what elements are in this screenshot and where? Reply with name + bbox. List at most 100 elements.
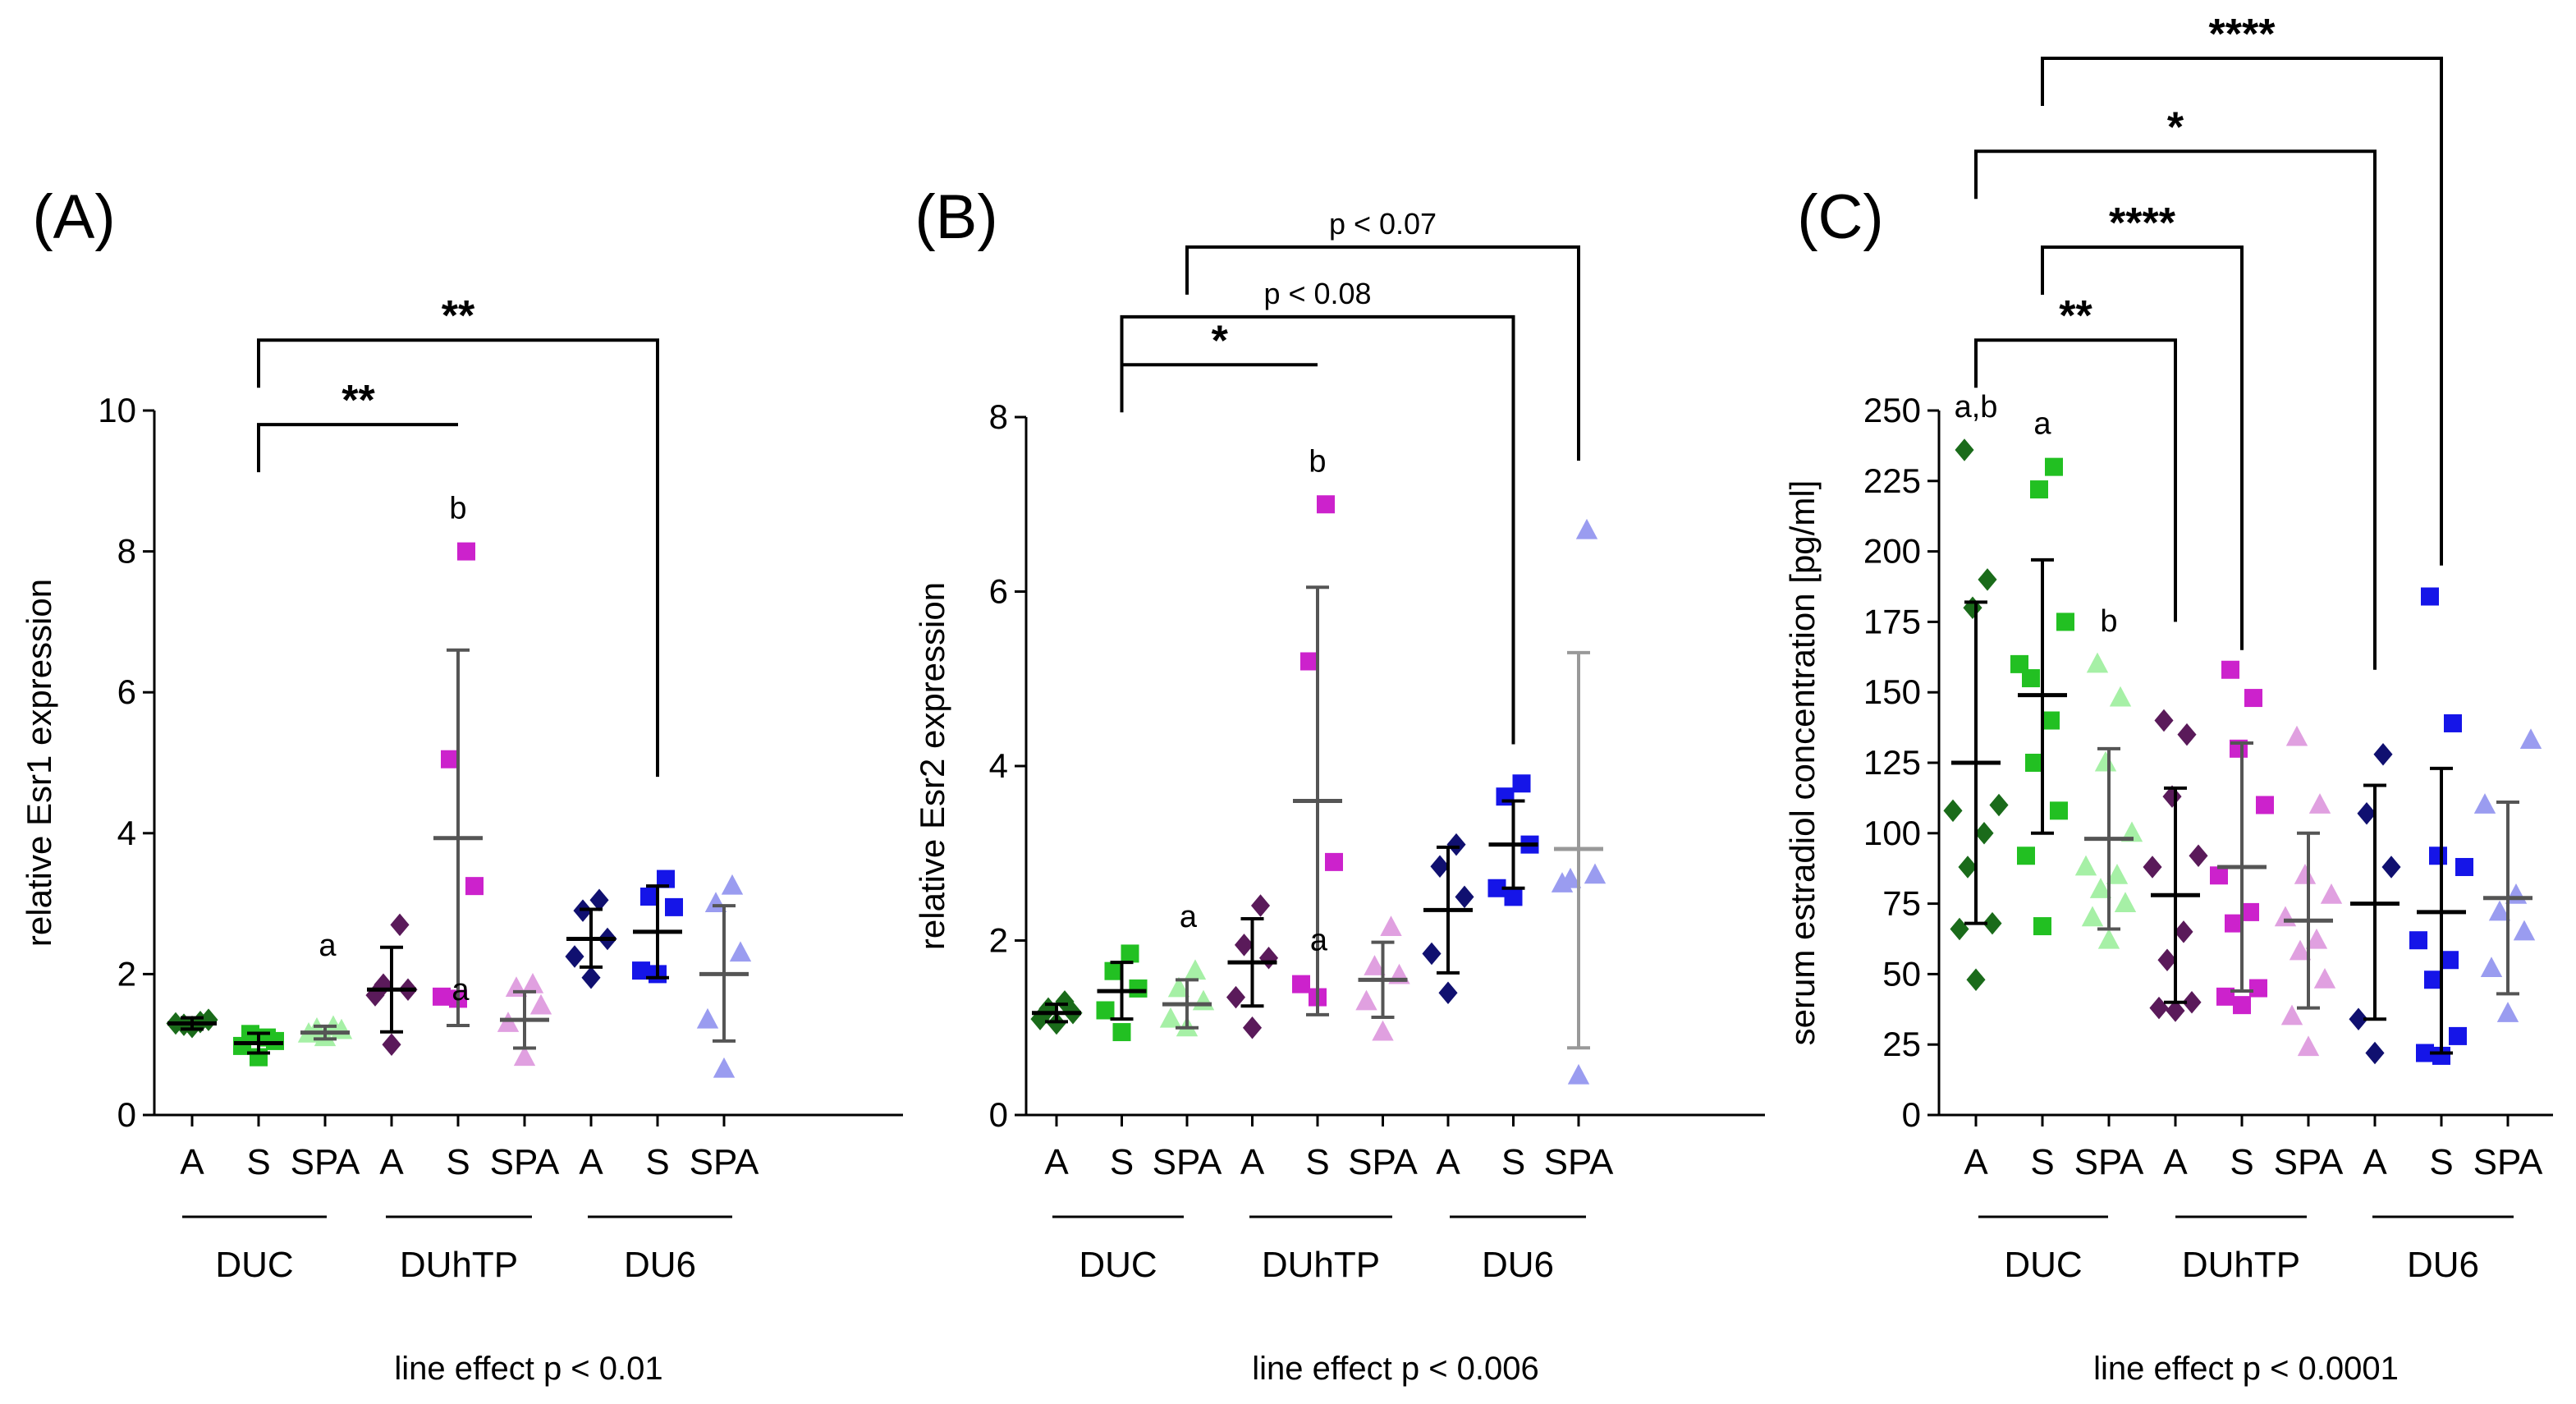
- data-point-2-7-1: [2416, 1044, 2434, 1062]
- data-point-1-7-0: [1504, 888, 1523, 906]
- data-point-2-5-3: [2289, 939, 2312, 961]
- data-point-1-6-4: [1446, 833, 1466, 856]
- sig-letter-0-4: b: [449, 492, 466, 526]
- data-point-1-3-3: [1234, 934, 1254, 957]
- group-label-1-1: DUhTP: [1262, 1245, 1380, 1285]
- y-tick-label-2-0: 0: [1902, 1095, 1921, 1134]
- comparison-label-2-1: ****: [2109, 200, 2176, 247]
- data-point-1-4-3: [1300, 652, 1318, 671]
- data-point-2-1-4: [2042, 711, 2060, 730]
- data-point-2-7-0: [2432, 1046, 2450, 1065]
- y-tick-label-1-1: 2: [989, 921, 1008, 960]
- category-label-2-0: A: [1964, 1142, 1988, 1182]
- data-point-2-1-8: [2045, 457, 2063, 476]
- comparison-label-1-1: p < 0.08: [1263, 277, 1371, 310]
- data-point-0-7-3: [640, 888, 658, 906]
- data-point-1-2-1: [1159, 1007, 1182, 1028]
- data-point-2-0-4: [1974, 822, 1994, 845]
- data-point-0-8-0: [713, 1057, 736, 1078]
- sig-letter-2-2: b: [2100, 604, 2117, 639]
- category-label-1-3: A: [1240, 1142, 1265, 1182]
- data-point-0-5-2: [529, 993, 552, 1015]
- data-point-2-1-0: [2033, 917, 2051, 936]
- data-point-1-6-1: [1422, 942, 1442, 966]
- data-point-0-8-2: [729, 941, 752, 962]
- data-point-2-7-7: [2429, 847, 2447, 865]
- data-point-2-8-0: [2496, 1002, 2519, 1022]
- comparison-label-2-0: **: [2059, 292, 2092, 340]
- data-point-1-8-4: [1575, 518, 1598, 539]
- data-point-1-1-1: [1096, 1001, 1115, 1020]
- data-point-2-6-4: [2373, 742, 2393, 766]
- data-point-2-6-2: [2381, 856, 2401, 879]
- data-point-0-0-2: [199, 1008, 218, 1031]
- y-tick-label-2-1: 25: [1882, 1025, 1921, 1063]
- y-tick-label-2-7: 175: [1863, 602, 1921, 640]
- y-tick-label-1-2: 4: [989, 746, 1008, 785]
- data-point-1-4-2: [1325, 852, 1343, 871]
- data-point-2-3-8: [2177, 723, 2197, 746]
- data-point-2-5-9: [2285, 725, 2308, 746]
- y-tick-label-0-2: 4: [117, 814, 136, 852]
- data-point-2-0-6: [1989, 793, 2009, 817]
- category-label-2-3: A: [2163, 1142, 2188, 1182]
- y-tick-label-1-0: 0: [989, 1095, 1008, 1134]
- comparison-bracket-2-1: [2041, 245, 2244, 650]
- data-point-1-2-4: [1184, 959, 1207, 980]
- data-point-2-4-0: [2233, 996, 2251, 1015]
- y-tick-label-1-3: 6: [989, 572, 1008, 611]
- category-label-1-8: SPA: [1544, 1142, 1614, 1182]
- data-point-1-5-3: [1364, 955, 1386, 975]
- data-point-1-8-3: [1559, 867, 1582, 888]
- category-label-0-6: A: [579, 1142, 603, 1182]
- data-point-2-0-8: [1978, 568, 1997, 591]
- data-point-2-7-2: [2449, 1026, 2467, 1045]
- group-label-1-2: DU6: [1482, 1245, 1554, 1285]
- comparison-label-1-2: p < 0.07: [1329, 207, 1437, 241]
- data-point-0-5-4: [521, 972, 544, 993]
- data-point-2-4-3: [2225, 914, 2243, 933]
- data-point-2-4-9: [2221, 660, 2239, 679]
- panel-label-2: (C): [1797, 182, 1884, 252]
- comparison-bracket-2-2: [1974, 149, 2377, 670]
- y-tick-label-2-9: 225: [1863, 461, 1921, 500]
- data-point-2-2-1: [2081, 906, 2104, 927]
- category-label-0-0: A: [180, 1142, 204, 1182]
- y-tick-label-2-3: 75: [1882, 884, 1921, 923]
- data-point-2-2-3: [2089, 878, 2112, 898]
- comparison-bracket-0-0: [257, 423, 458, 473]
- comparison-bracket-1-1: [1120, 314, 1515, 745]
- data-point-2-3-5: [2143, 856, 2162, 879]
- data-point-1-8-2: [1584, 863, 1607, 884]
- data-point-2-3-2: [2182, 990, 2202, 1014]
- data-point-2-5-4: [2305, 928, 2328, 949]
- line-effect-1: line effect p < 0.006: [1252, 1351, 1539, 1387]
- data-point-1-4-4: [1317, 495, 1335, 514]
- data-point-2-0-0: [1966, 968, 1986, 992]
- category-label-1-2: SPA: [1153, 1142, 1222, 1182]
- y-tick-label-2-5: 125: [1863, 743, 1921, 782]
- data-point-2-7-3: [2424, 970, 2442, 989]
- y-axis-label-0: relative Esr1 expression: [20, 579, 58, 947]
- data-point-0-3-4: [390, 913, 410, 937]
- data-point-2-2-8: [2109, 686, 2132, 707]
- data-point-2-1-2: [2050, 801, 2068, 820]
- category-label-1-6: A: [1436, 1142, 1460, 1182]
- comparison-label-0-1: **: [442, 292, 475, 340]
- data-point-2-6-1: [2349, 1007, 2368, 1031]
- data-point-1-1-4: [1121, 944, 1139, 963]
- data-point-2-2-7: [2094, 750, 2117, 772]
- data-point-2-7-9: [2421, 587, 2439, 606]
- group-label-0-0: DUC: [215, 1245, 293, 1285]
- data-point-1-3-2: [1258, 947, 1279, 970]
- data-point-2-7-6: [2455, 857, 2473, 876]
- data-point-2-2-4: [2106, 863, 2129, 884]
- data-point-2-6-3: [2357, 802, 2377, 825]
- data-point-2-0-7: [1963, 596, 1982, 619]
- y-tick-label-2-8: 200: [1863, 532, 1921, 571]
- data-point-2-4-8: [2244, 689, 2262, 708]
- panel-label-0: (A): [32, 182, 115, 252]
- y-tick-label-0-5: 10: [98, 391, 136, 429]
- data-point-2-4-2: [2249, 979, 2267, 998]
- category-label-1-1: S: [1110, 1142, 1134, 1182]
